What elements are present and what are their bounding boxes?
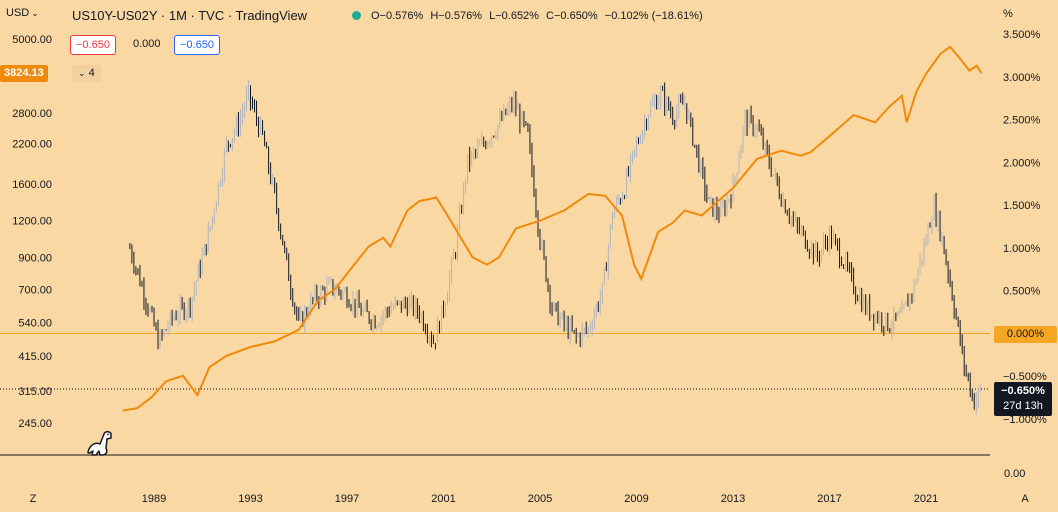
- right-axis-ticks: 3.500% 3.000% 2.500% 2.000% 1.500% 1.000% 0.50…: [1003, 29, 1047, 426]
- right-axis-tick-label: 2.500%: [1003, 115, 1041, 127]
- sell-button[interactable]: −0.650: [70, 35, 116, 55]
- right-axis-tick-label: 2.000%: [1003, 157, 1041, 169]
- ohlc-change: −0.102% (−18.61%): [604, 10, 703, 22]
- right-axis-tick-label: 3.000%: [1003, 72, 1041, 84]
- x-axis-ticks: 1989 1993 1997 2001 2005 2009 2013 2017 2021: [142, 493, 938, 505]
- left-axis-tick-label: 5000.00: [12, 34, 52, 46]
- spread-value: 0.000: [133, 38, 161, 50]
- left-axis-tick-label: 415.00: [18, 351, 52, 363]
- bar-countdown: 27d 13h: [1003, 400, 1043, 412]
- market-status-icon: [352, 11, 361, 20]
- right-axis-tick-label: 3.500%: [1003, 29, 1041, 41]
- indicator-count: 4: [88, 67, 95, 79]
- left-axis-tick-label: 700.00: [18, 284, 52, 296]
- zero-line-pill: 0.000%: [994, 326, 1057, 343]
- ohlc-values: O−0.576% H−0.576% L−0.652% C−0.650% −0.1…: [371, 10, 703, 22]
- right-axis-tick-label: 0.500%: [1003, 286, 1041, 298]
- auto-scale-button[interactable]: A: [1021, 493, 1029, 505]
- chevron-down-icon: ⌄: [31, 8, 39, 18]
- spx-overlay-line: [122, 45, 983, 412]
- left-axis-tick-label: 2200.00: [12, 139, 52, 151]
- left-axis-tick-label: 900.00: [18, 252, 52, 264]
- x-axis-tick-label: 1997: [335, 493, 359, 505]
- last-value: −0.650%: [1001, 385, 1045, 397]
- right-axis-tick-label: 1.000%: [1003, 243, 1041, 255]
- right-axis-tick-label: 1.500%: [1003, 200, 1041, 212]
- x-axis-tick-label: 1989: [142, 493, 166, 505]
- ohlc-high: H−0.576%: [430, 10, 483, 22]
- left-axis-tick-label: 540.00: [18, 317, 52, 329]
- x-axis-tick-label: 2021: [914, 493, 938, 505]
- symbol-title[interactable]: US10Y-US02Y · 1M · TVC · TradingView: [72, 8, 308, 23]
- left-axis-tick-label: 1600.00: [12, 179, 52, 191]
- x-axis-tick-label: 2013: [721, 493, 745, 505]
- left-axis-tick-label: 245.00: [18, 418, 52, 430]
- left-axis-tick-label: 1200.00: [12, 216, 52, 228]
- ohlc-low: L−0.652%: [489, 10, 539, 22]
- right-axis-unit: %: [1003, 8, 1013, 20]
- x-axis-tick-label: 2005: [528, 493, 552, 505]
- x-axis-tick-label: 1993: [238, 493, 262, 505]
- spread-candles: [129, 80, 981, 415]
- left-axis-ticks: 5000.00 2800.00 2200.00 1600.00 1200.00 900.0…: [12, 34, 52, 430]
- ohlc-close: C−0.650%: [546, 10, 598, 22]
- right-axis-bottom-value: 0.00: [1004, 468, 1026, 480]
- x-axis-tick-label: 2001: [431, 493, 455, 505]
- spx-price-pill: 3824.13: [0, 65, 48, 82]
- last-value-pill: −0.650% 27d 13h: [994, 382, 1052, 416]
- left-axis-tick-label: 2800.00: [12, 108, 52, 120]
- right-axis-tick-label: −0.500%: [1003, 371, 1047, 383]
- right-axis-tick-label: −1.000%: [1003, 414, 1047, 426]
- left-axis-tick-label: 315.00: [18, 386, 52, 398]
- x-axis-tick-label: 2017: [817, 493, 841, 505]
- chevron-down-icon: ⌄: [78, 68, 86, 78]
- buy-button[interactable]: −0.650: [174, 35, 220, 55]
- currency-selector[interactable]: USD ⌄: [6, 7, 39, 19]
- currency-label: USD: [6, 7, 30, 19]
- x-axis-tick-label: 2009: [624, 493, 648, 505]
- ohlc-open: O−0.576%: [371, 10, 424, 22]
- tradingview-mascot-icon: [87, 431, 112, 456]
- indicators-toggle[interactable]: ⌄ 4: [72, 65, 101, 82]
- zoom-button[interactable]: Z: [29, 493, 37, 505]
